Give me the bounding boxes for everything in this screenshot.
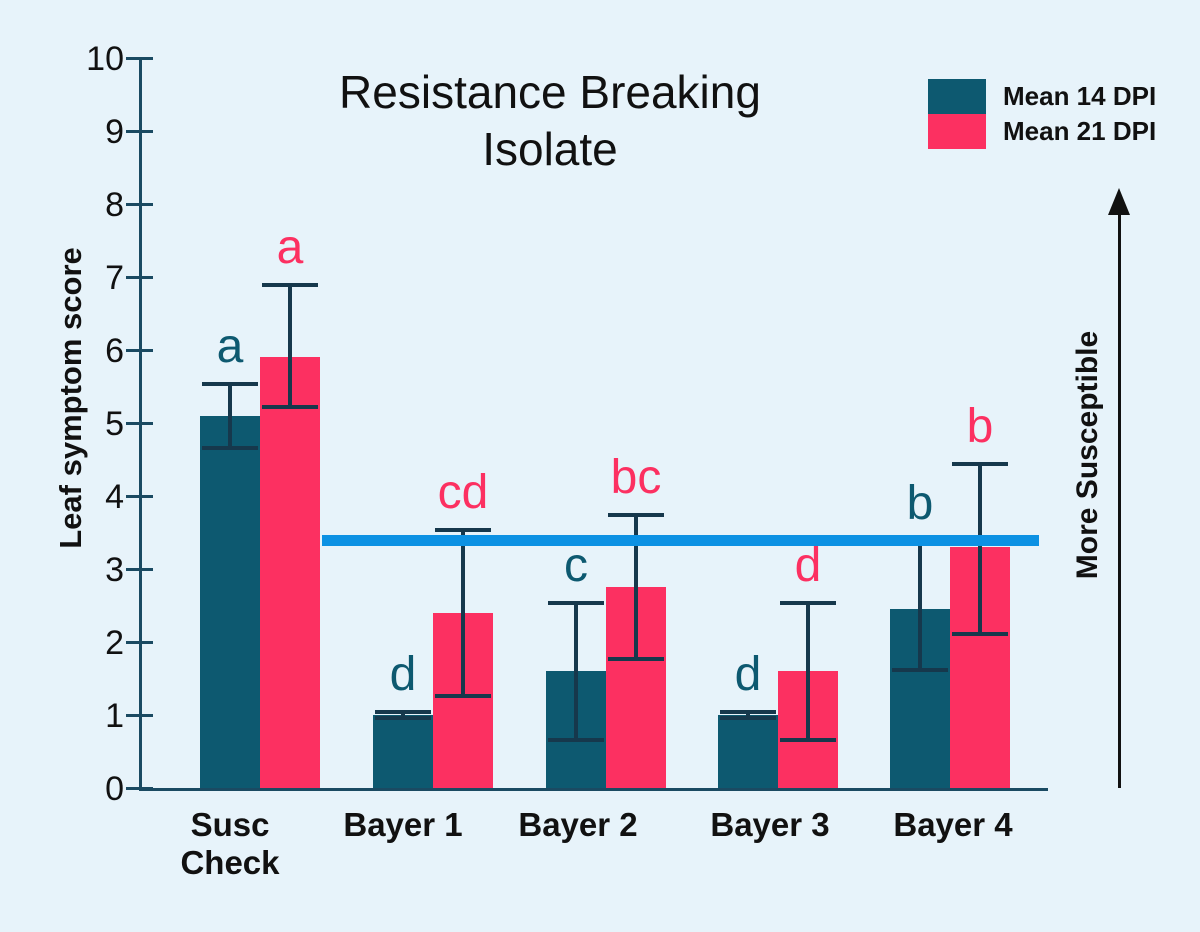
- error-cap-bottom-mean-14-dpi-susc-check: [202, 445, 258, 450]
- error-cap-top-mean-21-dpi-bayer-1: [435, 527, 491, 532]
- error-cap-top-mean-21-dpi-bayer-3: [780, 600, 836, 605]
- y-tick-label-1: 1: [105, 697, 124, 735]
- error-cap-top-mean-21-dpi-bayer-2: [608, 513, 664, 518]
- bar-mean-21-dpi-susc-check: [260, 357, 320, 788]
- error-bar-mean-21-dpi-susc-check: [288, 284, 292, 409]
- error-cap-bottom-mean-21-dpi-susc-check: [262, 405, 318, 410]
- y-tick-label-8: 8: [105, 186, 124, 224]
- error-bar-mean-21-dpi-bayer-2: [634, 514, 638, 661]
- error-cap-top-mean-21-dpi-bayer-4: [952, 462, 1008, 467]
- y-tick-0: [126, 787, 153, 790]
- y-tick-label-5: 5: [105, 405, 124, 443]
- sig-letter-mean-21-dpi-bayer-1: cd: [437, 465, 489, 519]
- x-axis-line: [139, 788, 1048, 791]
- y-tick-label-6: 6: [105, 332, 124, 370]
- y-tick-4: [126, 495, 153, 498]
- legend-item-mean-21-dpi: Mean 21 DPI: [928, 114, 1156, 149]
- sig-letter-mean-14-dpi-bayer-2: c: [564, 538, 588, 592]
- legend-swatch-21dpi: [928, 114, 986, 149]
- sig-letter-mean-21-dpi-bayer-4: b: [966, 400, 994, 454]
- sig-letter-mean-21-dpi-susc-check: a: [276, 221, 304, 275]
- sig-letter-mean-14-dpi-susc-check: a: [216, 319, 244, 373]
- x-label-bayer-3: Bayer 3: [710, 806, 830, 843]
- error-cap-bottom-mean-14-dpi-bayer-2: [548, 737, 604, 742]
- y-tick-2: [126, 641, 153, 644]
- error-cap-bottom-mean-21-dpi-bayer-4: [952, 631, 1008, 636]
- legend-swatch-14dpi: [928, 79, 986, 114]
- sig-letter-mean-21-dpi-bayer-2: bc: [610, 451, 662, 505]
- error-cap-top-mean-14-dpi-bayer-3: [720, 710, 776, 715]
- bar-mean-14-dpi-bayer-1: [373, 715, 433, 788]
- sig-letter-mean-14-dpi-bayer-3: d: [734, 648, 762, 702]
- legend-item-mean-14-dpi: Mean 14 DPI: [928, 79, 1156, 114]
- error-cap-top-mean-21-dpi-susc-check: [262, 283, 318, 288]
- error-bar-mean-14-dpi-bayer-4: [918, 539, 922, 672]
- y-tick-3: [126, 568, 153, 571]
- bar-mean-14-dpi-susc-check: [200, 415, 260, 788]
- more-susceptible-label: More Susceptible: [1071, 330, 1104, 580]
- error-cap-top-mean-14-dpi-bayer-1: [375, 710, 431, 715]
- up-arrow-icon: [1108, 188, 1130, 215]
- threshold-line: [322, 534, 1039, 546]
- error-cap-bottom-mean-14-dpi-bayer-3: [720, 715, 776, 720]
- sig-letter-mean-14-dpi-bayer-4: b: [906, 476, 934, 530]
- error-cap-bottom-mean-21-dpi-bayer-3: [780, 737, 836, 742]
- chart-title-line2: Isolate: [482, 123, 618, 175]
- sig-letter-mean-21-dpi-bayer-3: d: [794, 538, 822, 592]
- x-label-susc-check: Susc Check: [180, 806, 280, 881]
- y-tick-label-4: 4: [105, 478, 124, 516]
- sig-letter-mean-14-dpi-bayer-1: d: [389, 648, 417, 702]
- error-bar-mean-14-dpi-susc-check: [228, 382, 232, 449]
- chart-title-line1: Resistance Breaking: [339, 66, 761, 118]
- error-bar-mean-14-dpi-bayer-1: [401, 711, 405, 719]
- y-tick-7: [126, 276, 153, 279]
- legend-label-21dpi: Mean 21 DPI: [1003, 116, 1157, 146]
- error-cap-bottom-mean-14-dpi-bayer-1: [375, 715, 431, 720]
- y-tick-6: [126, 349, 153, 352]
- chart-title: Resistance Breaking Isolate: [339, 64, 761, 178]
- y-tick-label-3: 3: [105, 551, 124, 589]
- legend-label-14dpi: Mean 14 DPI: [1003, 81, 1157, 111]
- y-tick-8: [126, 203, 153, 206]
- legend: Mean 14 DPI Mean 21 DPI: [928, 79, 1156, 149]
- error-cap-bottom-mean-21-dpi-bayer-2: [608, 657, 664, 662]
- error-cap-top-mean-14-dpi-bayer-2: [548, 600, 604, 605]
- error-bar-mean-21-dpi-bayer-4: [978, 463, 982, 635]
- y-tick-10: [126, 57, 153, 60]
- error-cap-bottom-mean-14-dpi-bayer-4: [892, 668, 948, 673]
- error-cap-top-mean-14-dpi-susc-check: [202, 381, 258, 386]
- y-tick-label-10: 10: [86, 40, 124, 78]
- error-cap-bottom-mean-21-dpi-bayer-1: [435, 693, 491, 698]
- up-arrow-line: [1118, 212, 1121, 788]
- bar-mean-14-dpi-bayer-3: [718, 715, 778, 788]
- x-label-bayer-1: Bayer 1: [343, 806, 463, 843]
- y-tick-label-0: 0: [105, 770, 124, 808]
- error-bar-mean-21-dpi-bayer-1: [461, 528, 465, 697]
- x-label-bayer-4: Bayer 4: [893, 806, 1013, 843]
- y-tick-5: [126, 422, 153, 425]
- error-bar-mean-21-dpi-bayer-3: [806, 601, 810, 741]
- y-tick-label-2: 2: [105, 624, 124, 662]
- x-label-bayer-2: Bayer 2: [518, 806, 638, 843]
- y-tick-9: [126, 130, 153, 133]
- error-bar-mean-14-dpi-bayer-2: [574, 601, 578, 741]
- error-bar-mean-14-dpi-bayer-3: [746, 711, 750, 719]
- y-tick-label-9: 9: [105, 113, 124, 151]
- y-tick-1: [126, 714, 153, 717]
- y-tick-label-7: 7: [105, 259, 124, 297]
